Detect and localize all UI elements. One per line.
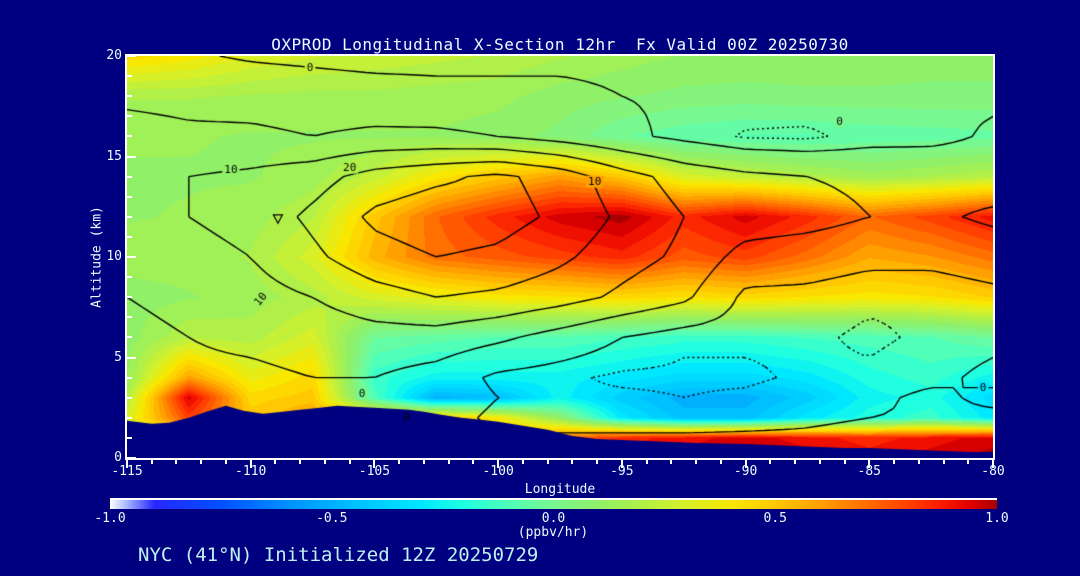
colorbar-units: (ppbv/hr) bbox=[517, 525, 589, 540]
y-axis-tick bbox=[127, 416, 132, 419]
x-axis-tick bbox=[546, 460, 549, 464]
x-axis-tick bbox=[818, 460, 821, 464]
colorbar-tick-label: 1.0 bbox=[985, 511, 1009, 526]
y-axis-tick bbox=[127, 256, 136, 258]
x-axis-tick bbox=[596, 460, 599, 464]
y-axis-tick bbox=[127, 95, 132, 98]
y-axis-tick bbox=[127, 336, 132, 339]
x-axis-tick bbox=[571, 460, 574, 464]
x-axis-tick bbox=[670, 460, 673, 464]
y-axis-tick bbox=[127, 195, 132, 198]
x-axis-tick bbox=[843, 460, 846, 464]
y-axis-tick-label: 5 bbox=[114, 349, 122, 365]
x-axis-tick bbox=[645, 460, 648, 464]
y-axis-tick bbox=[127, 175, 132, 178]
x-axis-tick bbox=[719, 460, 722, 464]
x-axis-title: Longitude bbox=[524, 482, 596, 497]
x-axis-tick bbox=[472, 460, 475, 464]
y-axis-tick bbox=[127, 316, 132, 319]
y-axis-tick bbox=[127, 457, 136, 459]
x-axis-tick bbox=[942, 460, 945, 464]
x-axis-tick bbox=[447, 460, 450, 464]
x-axis-tick bbox=[348, 460, 351, 464]
x-axis-tick bbox=[422, 460, 425, 464]
x-axis-tick-label: -110 bbox=[235, 464, 267, 479]
x-axis-tick-label: -80 bbox=[981, 464, 1005, 479]
x-axis-tick bbox=[794, 460, 797, 464]
x-axis-tick bbox=[373, 460, 376, 468]
y-axis-tick-label: 20 bbox=[106, 48, 122, 63]
y-axis-tick bbox=[127, 436, 132, 439]
plot-frame bbox=[125, 54, 995, 460]
x-axis-tick bbox=[274, 460, 277, 464]
colorbar-tick-label: 0.5 bbox=[763, 511, 787, 526]
y-axis-tick bbox=[127, 376, 132, 379]
chart-title: OXPROD Longitudinal X-Section 12hr Fx Va… bbox=[271, 35, 849, 54]
x-axis-tick-label: -100 bbox=[482, 464, 514, 479]
y-axis-tick bbox=[127, 155, 136, 158]
x-axis-tick bbox=[175, 460, 178, 464]
x-axis-tick bbox=[695, 460, 698, 464]
x-axis-tick bbox=[200, 460, 203, 464]
y-axis-tick-label: 10 bbox=[106, 249, 122, 264]
y-axis-tick-label: 15 bbox=[106, 148, 122, 164]
y-axis-tick bbox=[127, 396, 132, 399]
x-axis-tick-label: -115 bbox=[111, 464, 143, 479]
x-axis-tick bbox=[224, 460, 227, 464]
y-axis-tick bbox=[127, 135, 132, 138]
contour-plot-canvas bbox=[127, 56, 993, 458]
x-axis-tick bbox=[868, 460, 871, 468]
y-axis-tick-label: 0 bbox=[114, 450, 122, 465]
x-axis-tick bbox=[323, 460, 326, 464]
x-axis-tick bbox=[917, 460, 920, 464]
colorbar-tick-label: -0.5 bbox=[316, 511, 348, 526]
x-axis-tick bbox=[521, 460, 524, 464]
colorbar-gradient bbox=[110, 500, 997, 509]
x-axis-tick bbox=[992, 460, 994, 468]
y-axis-tick bbox=[127, 115, 132, 118]
x-axis-tick bbox=[620, 460, 623, 468]
x-axis-tick bbox=[744, 460, 747, 468]
colorbar-tick-label: -1.0 bbox=[94, 511, 126, 526]
x-axis-tick bbox=[299, 460, 302, 464]
x-axis-tick bbox=[398, 460, 401, 464]
x-axis-tick bbox=[893, 460, 896, 464]
x-axis-tick bbox=[967, 460, 970, 464]
x-axis-tick bbox=[769, 460, 772, 464]
x-axis-tick-label: -90 bbox=[733, 464, 758, 479]
x-axis-tick bbox=[126, 460, 128, 468]
y-axis-tick bbox=[127, 276, 132, 279]
y-axis-tick bbox=[127, 235, 132, 238]
colorbar-top-line bbox=[110, 498, 997, 500]
y-axis-tick bbox=[127, 55, 136, 57]
colorbar-tick-label: 0.0 bbox=[541, 511, 566, 526]
y-axis-tick bbox=[127, 215, 132, 218]
y-axis-tick bbox=[127, 356, 136, 359]
x-axis-tick bbox=[497, 460, 500, 468]
x-axis-tick-label: -105 bbox=[358, 464, 391, 479]
y-axis-tick bbox=[127, 75, 132, 78]
x-axis-tick-label: -85 bbox=[857, 464, 882, 479]
x-axis-tick bbox=[249, 460, 252, 468]
x-axis-tick bbox=[150, 460, 153, 464]
run-info-label: NYC (41°N) Initialized 12Z 20250729 bbox=[138, 544, 539, 566]
x-axis-tick-label: -95 bbox=[610, 464, 634, 479]
y-axis-tick bbox=[127, 296, 132, 299]
